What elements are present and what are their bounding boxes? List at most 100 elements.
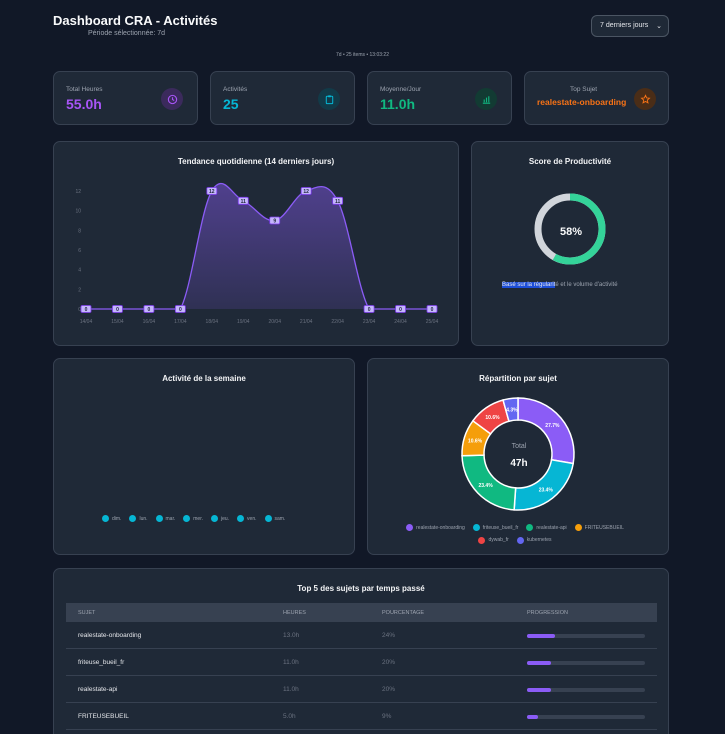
kpi-value: 25: [223, 96, 239, 112]
legend-label: realestate-onboarding: [416, 524, 465, 531]
legend-label: mer.: [193, 515, 203, 522]
donut-center-label: Total: [511, 443, 527, 450]
week-legend-item[interactable]: jeu.: [210, 515, 230, 522]
table-row[interactable]: realestate-onboarding 13.0h 24%: [66, 622, 657, 649]
repartition-legend-item[interactable]: kubernetes: [516, 534, 552, 546]
svg-text:0: 0: [85, 307, 88, 313]
trend-data-label: 11: [237, 196, 249, 205]
table-row[interactable]: FRITEUSEBUEIL 5.0h 9%: [66, 703, 657, 730]
productivity-gauge: [534, 193, 606, 265]
kpi-label: Top Sujet: [570, 86, 598, 93]
svg-text:11: 11: [241, 199, 247, 205]
clipboard-icon: [318, 88, 340, 110]
trend-data-label: 0: [80, 305, 92, 313]
svg-text:0: 0: [116, 307, 119, 313]
progress-bar: [527, 661, 645, 665]
legend-dot: [210, 515, 218, 522]
trend-chart-card: Tendance quotidienne (14 derniers jours)…: [53, 141, 459, 346]
cell-heures: 13.0h: [283, 632, 300, 639]
x-tick-label: 19/04: [237, 319, 250, 325]
donut-slice-label: 10.6%: [468, 439, 483, 445]
x-tick-label: 23/04: [363, 319, 376, 325]
productivity-score-card: Score de Productivité 58% Basé sur la ré…: [471, 141, 669, 346]
week-legend-item[interactable]: lun.: [129, 515, 148, 522]
trend-data-label: 0: [395, 305, 406, 313]
cell-pourcentage: 20%: [382, 686, 396, 693]
trend-data-label: 0: [112, 305, 123, 313]
cell-heures: 11.0h: [283, 686, 299, 693]
week-legend-item[interactable]: mer.: [183, 515, 203, 522]
top5-table-header: SUJET HEURES POURCENTAGE PROGRESSION: [66, 603, 657, 622]
x-tick-label: 15/04: [111, 319, 124, 325]
legend-dot: [406, 524, 414, 531]
kpi-value: realestate-onboarding: [537, 97, 627, 107]
repartition-legend-item[interactable]: realestate-api: [526, 522, 567, 534]
week-activity-card: Activité de la semaine dim. lun. mar. mer. j…: [53, 358, 355, 555]
x-tick-label: 14/04: [80, 319, 93, 325]
x-tick-label: 21/04: [300, 319, 313, 325]
donut-slice-label: 23.4%: [539, 487, 554, 493]
repartition-legend-item[interactable]: dywab_fr: [478, 534, 509, 546]
donut-slice[interactable]: [502, 397, 519, 423]
legend-label: jeu.: [220, 515, 230, 522]
y-tick-label: 6: [78, 248, 81, 254]
productivity-note-highlight: Basé sur la régularit: [502, 282, 556, 288]
x-tick-label: 16/04: [143, 319, 156, 325]
productivity-score-title: Score de Productivité: [528, 157, 612, 166]
cell-pourcentage: 20%: [382, 659, 396, 666]
week-legend-item[interactable]: dim.: [102, 515, 121, 522]
svg-text:0: 0: [431, 307, 434, 313]
repartition-legend-item[interactable]: realestate-onboarding: [406, 522, 465, 534]
trend-data-label: 0: [426, 305, 438, 313]
column-header-pourcentage[interactable]: POURCENTAGE: [382, 610, 425, 616]
y-tick-label: 0: [78, 307, 81, 313]
period-select[interactable]: 7 derniers jours ⌄: [591, 15, 669, 37]
bar-chart-icon: [475, 88, 497, 110]
week-legend-item[interactable]: sam.: [264, 515, 285, 522]
cell-pourcentage: 9%: [382, 713, 392, 720]
legend-dot: [129, 515, 137, 522]
cell-sujet: friteuse_bueil_fr: [78, 659, 125, 666]
donut-slice-label: 23.4%: [478, 483, 493, 489]
y-tick-label: 12: [75, 189, 81, 195]
column-header-sujet[interactable]: SUJET: [78, 610, 96, 616]
repartition-legend-item[interactable]: FRITEUSEBUEIL: [574, 522, 624, 534]
progress-bar: [527, 715, 645, 719]
column-header-heures[interactable]: HEURES: [283, 610, 306, 616]
week-activity-title: Activité de la semaine: [162, 374, 246, 383]
kpi-value: 55.0h: [66, 96, 102, 112]
x-tick-label: 17/04: [174, 319, 187, 325]
legend-dot: [155, 515, 163, 522]
legend-label: kubernetes: [526, 537, 552, 543]
week-legend: dim. lun. mar. mer. jeu. ven. sam.: [102, 509, 293, 527]
legend-dot: [516, 536, 524, 544]
legend-dot: [237, 515, 245, 522]
x-tick-label: 25/04: [426, 319, 439, 325]
productivity-note: Basé sur la régularité et le volume d'ac…: [502, 282, 618, 288]
x-tick-label: 22/04: [331, 319, 344, 325]
legend-label: dywab_fr: [488, 537, 509, 543]
cell-heures: 11.0h: [283, 659, 299, 666]
trend-area: [86, 183, 432, 309]
legend-label: ven.: [247, 515, 257, 522]
table-row[interactable]: friteuse_bueil_fr 11.0h 20%: [66, 649, 657, 676]
svg-text:11: 11: [335, 199, 341, 205]
table-row[interactable]: realestate-api 11.0h 20%: [66, 676, 657, 703]
donut-slice-label: 4.3%: [506, 407, 518, 413]
week-legend-item[interactable]: ven.: [237, 515, 257, 522]
progress-bar-fill: [527, 634, 556, 638]
week-legend-item[interactable]: mar.: [155, 515, 175, 522]
donut-slice[interactable]: [517, 397, 575, 465]
page-title: Dashboard CRA - Activités: [53, 13, 218, 28]
productivity-score-value: 58%: [559, 226, 583, 238]
svg-text:0: 0: [148, 307, 151, 313]
legend-dot: [264, 515, 272, 522]
top5-title: Top 5 des sujets par temps passé: [297, 584, 425, 593]
repartition-legend-item[interactable]: friteuse_bueil_fr: [472, 522, 518, 534]
trend-data-label: 0: [363, 305, 375, 313]
y-tick-label: 2: [78, 287, 81, 293]
trend-data-label: 12: [206, 187, 218, 195]
productivity-note-rest: é et le volume d'activité: [555, 282, 618, 288]
y-tick-label: 4: [78, 268, 81, 274]
column-header-progression[interactable]: PROGRESSION: [527, 610, 568, 616]
